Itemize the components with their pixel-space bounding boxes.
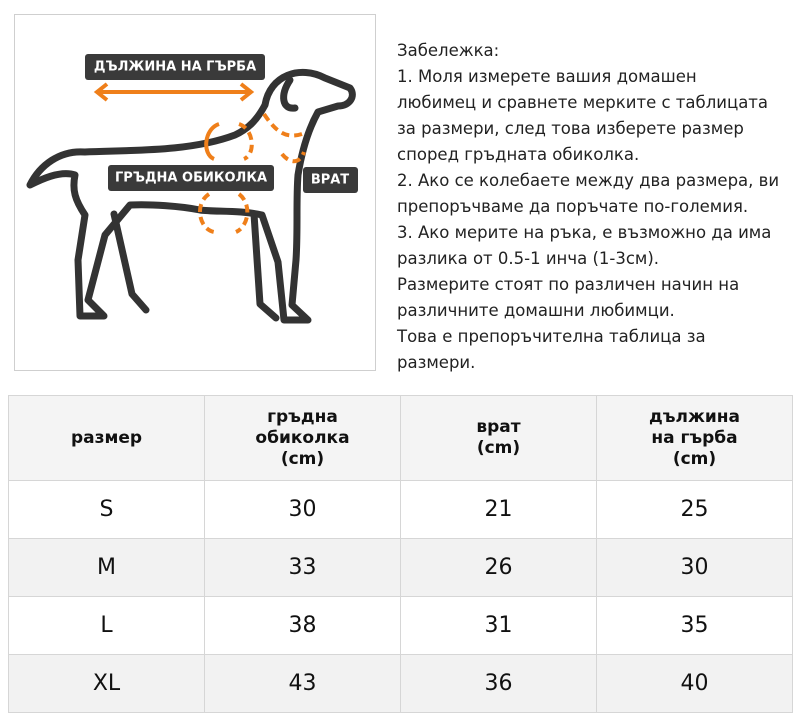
header-text: врат [476, 417, 521, 437]
note-line: за размери, след това изберете размер [397, 119, 744, 138]
note-line: 1. Моля измерете вашия домашен [397, 67, 697, 86]
note-line: Това е препоръчителна таблица за [397, 327, 706, 346]
cell: XL [8, 654, 205, 713]
note-line: 3. Ако мерите на ръка, е възможно да има [397, 223, 772, 242]
cell: L [8, 596, 205, 655]
header-text: (cm) [280, 448, 325, 469]
cell: 38 [204, 596, 401, 655]
header-cell: врат (cm) [400, 395, 597, 481]
note-line: любимец и сравнете мерките с таблицата [397, 93, 769, 112]
row: S 30 21 25 [8, 480, 793, 539]
row: L 38 31 35 [8, 596, 793, 655]
dog-diagram: ДЪЛЖИНА НА ГЪРБА ГРЪДНА ОБИКОЛКА ВРАТ [14, 14, 376, 371]
cell: 30 [596, 538, 793, 597]
cell: M [8, 538, 205, 597]
cell: S [8, 480, 205, 539]
header-text: размер [70, 427, 143, 448]
back-length-label: ДЪЛЖИНА НА ГЪРБА [94, 60, 256, 75]
row: M 33 26 30 [8, 538, 793, 597]
measure-marks [93, 82, 306, 234]
dog [26, 68, 356, 324]
cell: 31 [400, 596, 597, 655]
note-line: 2. Ако се колебаете между два размера, в… [397, 171, 780, 190]
neck-label: ВРАТ [311, 173, 349, 188]
header-cell: гръдна обиколка (cm) [204, 395, 401, 481]
note-line: според гръдната обиколка. [397, 145, 640, 164]
label-box [303, 167, 358, 193]
header-cell: дължина на гърба (cm) [596, 395, 793, 481]
chest-label: ГРЪДНА ОБИКОЛКА [115, 171, 267, 186]
cell: 21 [400, 480, 597, 539]
size-table: размер гръдна обиколка (cm) врат (cm) дължина н… [8, 395, 793, 713]
note-line: размери. [397, 353, 476, 372]
header-cell: размер [8, 395, 205, 481]
header-text: на гърба [651, 427, 738, 448]
cell: 33 [204, 538, 401, 597]
note-line: разлика от 0.5-1 инча (1-3см). [397, 249, 660, 268]
label-box [108, 165, 274, 191]
header-text: (cm) [476, 438, 521, 458]
header-text: дължина [648, 406, 740, 427]
cell: 30 [204, 480, 401, 539]
cell: 35 [596, 596, 793, 655]
header-text: (cm) [672, 448, 717, 469]
row: XL 43 36 40 [8, 654, 793, 713]
header-row: размер гръдна обиколка (cm) врат (cm) дължина н… [8, 395, 793, 481]
note-line: Размерите стоят по различен начин на [397, 275, 740, 294]
label-box [85, 54, 265, 80]
header-text: обиколка [255, 427, 350, 448]
note-line: Забележка: [397, 41, 500, 60]
header-text: гръдна [267, 406, 338, 427]
cell: 26 [400, 538, 597, 597]
cell: 43 [204, 654, 401, 713]
note-line: различните домашни любимци. [397, 301, 675, 320]
note-line: препоръчваме да поръчате по-големия. [397, 197, 749, 216]
cell: 25 [596, 480, 793, 539]
cell: 36 [400, 654, 597, 713]
cell: 40 [596, 654, 793, 713]
note: Забележка: 1. Моля измерете вашия домашен… [397, 38, 779, 376]
